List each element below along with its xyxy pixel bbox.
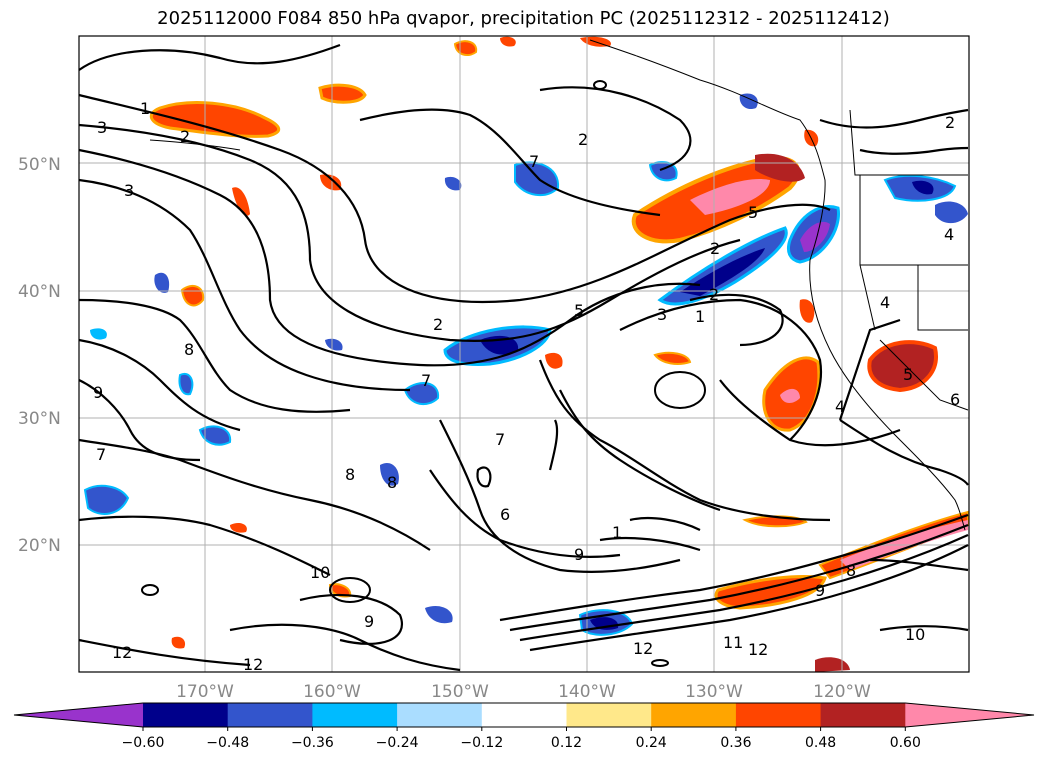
colorbar: −0.60 −0.48 −0.36 −0.24 −0.12 0.12 0.24 0.36 0.4… xyxy=(13,702,1035,751)
contour-label: 8 xyxy=(387,473,397,492)
colorbar-tick-label: 0.12 xyxy=(551,735,582,751)
colorbar-segment xyxy=(820,703,906,727)
contour-label: 9 xyxy=(574,545,584,564)
contour-label: 1 xyxy=(140,99,150,118)
lon-label: 150°W xyxy=(431,682,489,702)
colorbar-tick-label: −0.36 xyxy=(291,735,334,751)
contour-label: 3 xyxy=(97,118,107,137)
contour-label: 2 xyxy=(180,127,190,146)
colorbar-extend-high xyxy=(905,703,1034,727)
contour-label: 8 xyxy=(184,340,194,359)
map-border xyxy=(78,35,970,673)
contour-label: 12 xyxy=(112,643,132,662)
colorbar-extend-low xyxy=(14,703,143,727)
contour-label: 7 xyxy=(529,152,539,171)
contour-label: 2 xyxy=(433,315,443,334)
colorbar-tick-label: −0.12 xyxy=(460,735,503,751)
contour-label: 2 xyxy=(578,130,588,149)
contour-label: 7 xyxy=(96,445,106,464)
lon-label: 160°W xyxy=(303,682,361,702)
colorbar-tick-label: 0.24 xyxy=(636,735,667,751)
contour-label: 9 xyxy=(93,383,103,402)
contour-label: 1 xyxy=(695,307,705,326)
latitude-labels: 50°N 40°N 30°N 20°N xyxy=(18,155,61,556)
contour-label: 5 xyxy=(748,203,758,222)
contour-label-group: 1 2 3 2 3 2 2 5 3 1 2 8 9 7 7 7 8 8 6 1 … xyxy=(93,99,960,674)
colorbar-segment xyxy=(735,703,822,727)
contour-label: 1 xyxy=(612,523,622,542)
graticule xyxy=(79,36,969,672)
colorbar-segment xyxy=(227,703,313,727)
contour-label: 12 xyxy=(748,640,768,659)
contour-label: 11 xyxy=(723,633,743,652)
coastlines xyxy=(149,39,969,531)
map-title: 2025112000 F084 850 hPa qvapor, precipit… xyxy=(157,8,890,29)
lat-label: 20°N xyxy=(18,536,61,556)
contour-label: 6 xyxy=(500,505,510,524)
contour-label: 10 xyxy=(905,625,925,644)
contour-label: 12 xyxy=(633,639,653,658)
colorbar-segment xyxy=(312,703,398,727)
colorbar-segment xyxy=(397,703,483,727)
lon-label: 140°W xyxy=(558,682,616,702)
contour-label: 7 xyxy=(421,371,431,390)
contour-label: 4 xyxy=(944,225,954,244)
contour-label: 2 xyxy=(710,239,720,258)
colorbar-segment xyxy=(651,703,737,727)
contour-label: 8 xyxy=(345,465,355,484)
contour-label: 9 xyxy=(364,612,374,631)
contour-label: 3 xyxy=(124,181,134,200)
contour-label: 12 xyxy=(243,655,263,674)
contour-label: 4 xyxy=(880,293,890,312)
lat-label: 40°N xyxy=(18,282,61,302)
closed-contours xyxy=(141,80,706,667)
contour-label: 7 xyxy=(495,430,505,449)
contour-label: 8 xyxy=(846,561,856,580)
precip-negative-areas xyxy=(83,93,968,636)
lat-label: 30°N xyxy=(18,409,61,429)
longitude-labels: 170°W 160°W 150°W 140°W 130°W 120°W xyxy=(176,682,871,702)
colorbar-segment xyxy=(481,703,567,727)
colorbar-tick-label: −0.24 xyxy=(376,735,419,751)
colorbar-tick-label: 0.48 xyxy=(805,735,836,751)
lat-label: 50°N xyxy=(18,155,61,175)
contour-label: 9 xyxy=(815,581,825,600)
contour-label: 5 xyxy=(903,365,913,384)
contour-label: 4 xyxy=(835,397,845,416)
contour-label: 5 xyxy=(574,301,584,320)
contour-label: 10 xyxy=(310,563,330,582)
qvapor-contours xyxy=(78,43,969,672)
colorbar-segment xyxy=(566,703,652,727)
colorbar-tick-label: 0.36 xyxy=(720,735,751,751)
contour-label: 2 xyxy=(945,113,955,132)
contour-label: 3 xyxy=(657,305,667,324)
lon-label: 120°W xyxy=(813,682,871,702)
lon-label: 170°W xyxy=(176,682,234,702)
colorbar-tick-label: 0.60 xyxy=(890,735,921,751)
colorbar-tick-label: −0.48 xyxy=(206,735,249,751)
contour-label: 2 xyxy=(709,285,719,304)
lon-label: 130°W xyxy=(685,682,743,702)
colorbar-segment xyxy=(143,703,229,727)
contour-label: 6 xyxy=(950,390,960,409)
colorbar-tick-label: −0.60 xyxy=(122,735,165,751)
